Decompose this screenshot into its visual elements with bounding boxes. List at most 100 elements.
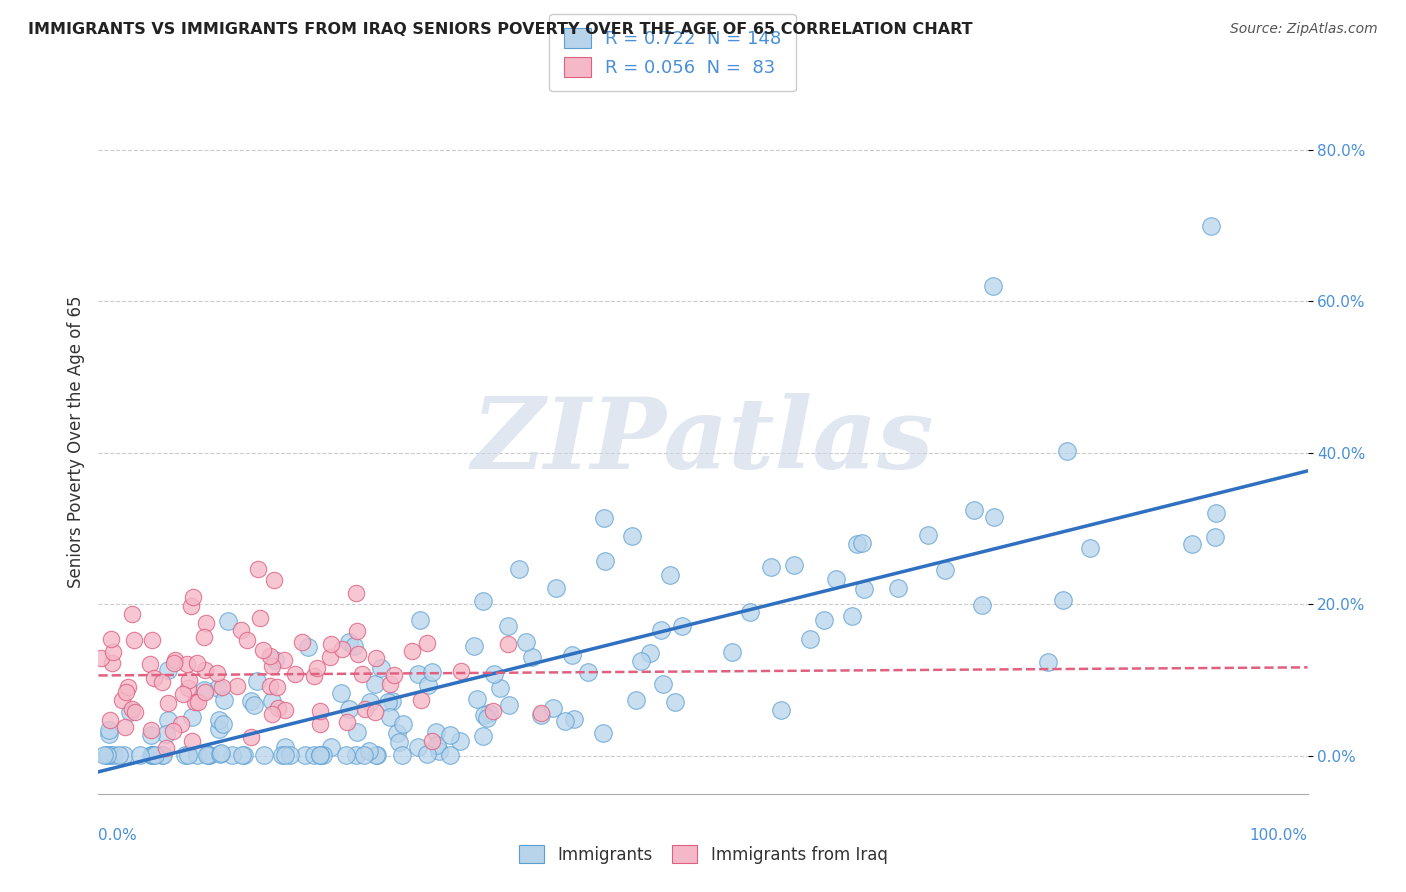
Point — [260, 659, 283, 673]
Point — [309, 748, 332, 763]
Point — [121, 607, 143, 622]
Point — [103, 748, 125, 763]
Point — [163, 657, 186, 671]
Point — [319, 649, 342, 664]
Point — [297, 640, 319, 655]
Point — [124, 632, 146, 647]
Point — [1038, 655, 1060, 669]
Point — [886, 581, 908, 595]
Point — [124, 705, 146, 719]
Point — [416, 678, 439, 692]
Point — [439, 728, 461, 742]
Point — [593, 511, 616, 525]
Point — [150, 674, 173, 689]
Point — [155, 741, 177, 756]
Point — [141, 728, 163, 742]
Point — [593, 554, 616, 568]
Point — [100, 748, 122, 763]
Point — [337, 635, 360, 649]
Point — [406, 740, 429, 755]
Point — [309, 704, 332, 718]
Point — [141, 748, 163, 763]
Point — [111, 693, 134, 707]
Point — [114, 685, 136, 699]
Point — [170, 717, 193, 731]
Point — [388, 735, 411, 749]
Point — [304, 669, 326, 683]
Point — [482, 704, 505, 718]
Point — [181, 710, 204, 724]
Point — [172, 687, 194, 701]
Point — [179, 599, 201, 614]
Point — [366, 650, 388, 665]
Point — [143, 748, 166, 763]
Y-axis label: Seniors Poverty Over the Age of 65: Seniors Poverty Over the Age of 65 — [66, 295, 84, 588]
Point — [273, 739, 295, 754]
Point — [194, 615, 217, 630]
Point — [450, 664, 472, 678]
Text: Source: ZipAtlas.com: Source: ZipAtlas.com — [1230, 22, 1378, 37]
Point — [176, 657, 198, 671]
Point — [624, 693, 647, 707]
Point — [212, 693, 235, 707]
Point — [194, 663, 217, 677]
Point — [150, 748, 173, 763]
Point — [157, 713, 180, 727]
Point — [983, 510, 1005, 524]
Point — [370, 661, 392, 675]
Point — [917, 528, 939, 542]
Point — [546, 581, 568, 595]
Point — [429, 744, 451, 758]
Point — [252, 643, 274, 657]
Point — [240, 730, 263, 744]
Point — [463, 639, 485, 653]
Point — [273, 702, 295, 716]
Point — [103, 645, 125, 659]
Point — [352, 666, 374, 681]
Point — [163, 653, 186, 667]
Point — [141, 632, 163, 647]
Point — [260, 707, 283, 722]
Point — [217, 614, 239, 628]
Point — [1056, 443, 1078, 458]
Point — [181, 590, 204, 604]
Point — [1078, 541, 1101, 556]
Point — [270, 748, 292, 763]
Point — [152, 748, 174, 763]
Point — [770, 703, 793, 717]
Point — [278, 748, 301, 763]
Point — [382, 668, 405, 682]
Point — [193, 630, 215, 644]
Point — [381, 694, 404, 708]
Point — [353, 748, 375, 763]
Point — [330, 686, 353, 700]
Point — [449, 734, 471, 748]
Point — [208, 713, 231, 727]
Point — [339, 702, 361, 716]
Point — [851, 536, 873, 550]
Point — [336, 715, 359, 730]
Point — [209, 746, 232, 760]
Point — [406, 667, 429, 681]
Point — [658, 568, 681, 582]
Point — [181, 734, 204, 748]
Point — [246, 562, 269, 576]
Point — [335, 748, 357, 763]
Point — [489, 681, 512, 695]
Point — [249, 611, 271, 625]
Point — [101, 657, 124, 671]
Point — [229, 623, 252, 637]
Point — [471, 594, 494, 608]
Point — [652, 677, 675, 691]
Point — [543, 701, 565, 715]
Point — [380, 710, 402, 724]
Point — [263, 574, 285, 588]
Point — [378, 676, 401, 690]
Text: 100.0%: 100.0% — [1250, 828, 1308, 843]
Point — [344, 585, 367, 599]
Point — [141, 723, 163, 737]
Point — [738, 605, 761, 619]
Point — [799, 632, 821, 646]
Point — [359, 695, 381, 709]
Point — [186, 748, 208, 763]
